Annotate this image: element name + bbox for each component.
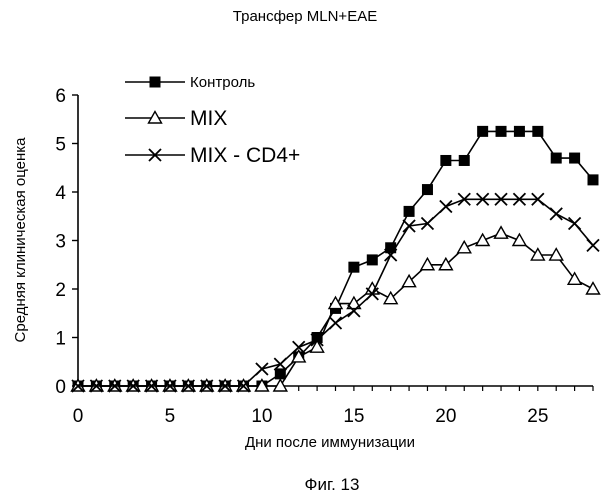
legend-label: MIX bbox=[190, 107, 227, 130]
legend-label: MIX - CD4+ bbox=[190, 144, 300, 167]
legend-item: MIX bbox=[125, 107, 227, 130]
y-axis-label: Средняя клиническая оценка bbox=[12, 137, 29, 343]
axis-ticks: 0 1 2 3 4 5 6 0 5 10 15 20 25 bbox=[55, 86, 593, 427]
x-tick-label: 0 bbox=[73, 406, 84, 427]
series-2 bbox=[72, 227, 600, 391]
legend: Контроль MIX MIX - CD4+ bbox=[125, 74, 300, 167]
y-tick-label: 4 bbox=[55, 183, 66, 204]
data-point bbox=[587, 239, 599, 251]
data-point bbox=[348, 262, 359, 273]
data-point bbox=[476, 234, 489, 246]
y-tick-label: 0 bbox=[55, 377, 66, 398]
y-tick-label: 6 bbox=[55, 86, 66, 107]
data-point bbox=[569, 153, 580, 164]
x-tick-label: 15 bbox=[343, 406, 364, 427]
x-axis-label: Дни после иммунизации bbox=[245, 434, 415, 451]
y-tick-label: 5 bbox=[55, 135, 66, 156]
data-point bbox=[569, 218, 581, 230]
legend-item: MIX - CD4+ bbox=[125, 144, 300, 167]
data-point bbox=[367, 254, 378, 265]
data-point bbox=[477, 126, 488, 137]
x-tick-label: 5 bbox=[165, 406, 176, 427]
y-tick-label: 3 bbox=[55, 232, 66, 253]
data-point bbox=[550, 208, 562, 220]
figure-caption: Фиг. 13 bbox=[305, 475, 360, 494]
data-point bbox=[404, 206, 415, 217]
data-point bbox=[256, 363, 268, 375]
legend-item: Контроль bbox=[125, 74, 255, 91]
data-point bbox=[495, 227, 508, 239]
data-point bbox=[496, 126, 507, 137]
series-3 bbox=[72, 193, 599, 392]
data-point bbox=[514, 126, 525, 137]
y-tick-label: 1 bbox=[55, 329, 66, 350]
data-point bbox=[422, 184, 433, 195]
series-layer bbox=[72, 126, 600, 392]
data-point bbox=[440, 155, 451, 166]
data-point bbox=[440, 201, 452, 213]
series-line bbox=[78, 199, 593, 386]
y-tick-label: 2 bbox=[55, 280, 66, 301]
series-1 bbox=[73, 126, 599, 392]
data-point bbox=[330, 317, 342, 329]
data-point bbox=[458, 241, 471, 253]
data-point bbox=[551, 153, 562, 164]
x-tick-label: 25 bbox=[527, 406, 548, 427]
data-point bbox=[587, 283, 600, 295]
data-point bbox=[275, 368, 286, 379]
data-point bbox=[532, 126, 543, 137]
legend-marker bbox=[150, 77, 161, 88]
legend-label: Контроль bbox=[190, 74, 255, 91]
series-line bbox=[78, 131, 593, 386]
data-point bbox=[513, 234, 526, 246]
data-point bbox=[459, 155, 470, 166]
x-tick-label: 10 bbox=[251, 406, 272, 427]
data-point bbox=[588, 174, 599, 185]
chart-title: Трансфер MLN+EAE bbox=[233, 8, 377, 25]
x-tick-label: 20 bbox=[435, 406, 456, 427]
